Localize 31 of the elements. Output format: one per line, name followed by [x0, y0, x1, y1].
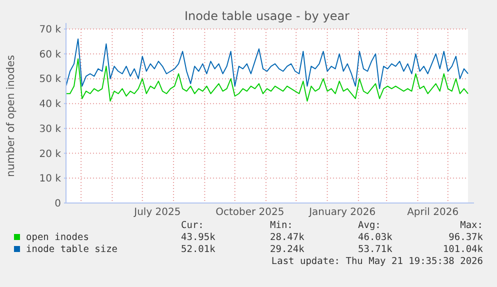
x-tick-label: January 2026: [308, 207, 376, 218]
text: Min:: [270, 220, 293, 231]
legend-label: open inodes: [26, 232, 89, 243]
text: 28.47k: [270, 232, 305, 243]
text: 29.24k: [270, 244, 305, 255]
text: 101.04k: [442, 244, 484, 255]
x-tick-label: April 2026: [407, 207, 459, 218]
line-series: [66, 58, 468, 102]
y-tick-label: 10 k: [39, 174, 62, 185]
text: 43.95k: [181, 232, 216, 243]
y-tick-label: 60 k: [39, 49, 62, 60]
chart-title: Inode table usage - by year: [184, 9, 350, 23]
y-axis-title: number of open inodes: [5, 55, 17, 177]
x-tick-label: July 2025: [133, 207, 181, 218]
y-tick-label: 50 k: [39, 74, 62, 86]
y-tick-label: 0: [54, 198, 61, 210]
legend-label: inode table size: [26, 244, 118, 255]
text: Cur:: [181, 220, 204, 231]
y-tick-label: 30 k: [39, 124, 62, 135]
text: Avg:: [358, 220, 381, 231]
y-tick-label: 20 k: [39, 148, 62, 160]
text: 52.01k: [181, 244, 216, 255]
y-tick-label: 70 k: [39, 24, 62, 36]
y-tick-label: 40 k: [39, 99, 62, 110]
text: Last update: Thu May 21 19:35:38 2026: [271, 256, 484, 267]
text: 53.71k: [358, 244, 393, 255]
text: 96.37k: [448, 232, 484, 243]
line-series: [66, 38, 468, 90]
text: Max:: [460, 220, 483, 231]
text: 46.03k: [358, 232, 393, 243]
x-tick-label: October 2025: [216, 207, 284, 218]
